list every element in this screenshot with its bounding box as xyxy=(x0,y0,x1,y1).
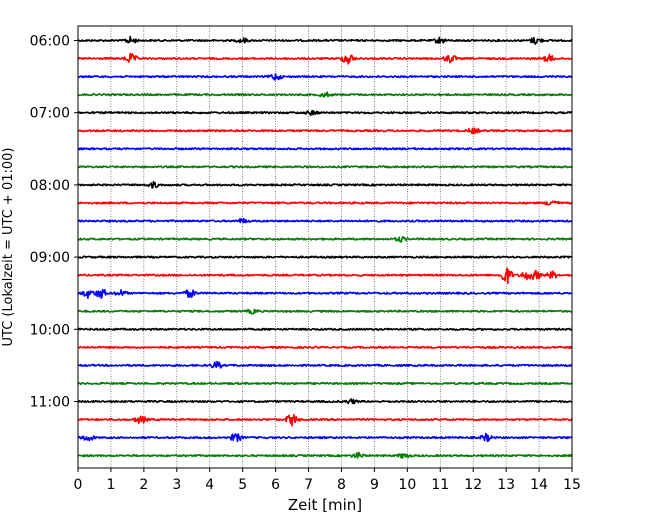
seismogram-trace xyxy=(77,35,573,45)
x-axis-label: Zeit [min] xyxy=(288,496,362,514)
x-tick-label: 3 xyxy=(172,477,181,493)
y-tick-label: 11:00 xyxy=(30,395,70,411)
y-tick-label: 07:00 xyxy=(30,106,70,122)
x-tick-label: 12 xyxy=(464,477,482,493)
seismogram-trace xyxy=(77,181,573,189)
x-axis: 0 1 2 3 4 5 6 7 8 9 10 11 12 13 14 15 xyxy=(74,468,581,493)
seismogram-trace xyxy=(77,236,573,243)
seismogram-trace xyxy=(77,398,573,405)
x-tick-label: 7 xyxy=(304,477,313,493)
x-gridlines xyxy=(110,26,540,468)
x-tick-label: 1 xyxy=(106,477,115,493)
seismogram-trace xyxy=(77,413,573,427)
x-tick-label: 5 xyxy=(238,477,247,493)
x-tick-label: 11 xyxy=(431,477,449,493)
y-tick-label: 10:00 xyxy=(30,322,70,338)
seismogram-trace xyxy=(77,255,573,259)
seismogram-trace xyxy=(77,327,573,331)
seismogram-trace xyxy=(77,345,573,349)
seismogram-trace xyxy=(77,73,573,81)
x-tick-label: 8 xyxy=(337,477,346,493)
seismogram-trace xyxy=(77,451,573,459)
seismogram-trace xyxy=(77,381,573,386)
seismogram-trace xyxy=(77,127,573,135)
x-tick-label: 4 xyxy=(205,477,214,493)
seismogram-trace xyxy=(77,267,573,285)
seismogram-trace xyxy=(77,165,573,169)
x-tick-label: 6 xyxy=(271,477,280,493)
y-tick-label: 09:00 xyxy=(30,250,70,266)
seismogram-trace xyxy=(77,308,573,315)
seismogram-trace xyxy=(77,288,573,299)
x-tick-label: 15 xyxy=(563,477,581,493)
x-tick-label: 9 xyxy=(370,477,379,493)
trace-group xyxy=(77,35,573,459)
seismogram-trace xyxy=(77,91,573,98)
x-tick-label: 0 xyxy=(74,477,83,493)
seismogram-trace xyxy=(77,200,573,206)
x-tick-label: 13 xyxy=(497,477,515,493)
y-tick-label: 06:00 xyxy=(30,34,70,50)
seismogram-trace xyxy=(77,52,573,65)
x-tick-label: 10 xyxy=(398,477,416,493)
y-axis-label: UTC (Lokalzeit = UTC + 01:00) xyxy=(1,148,16,347)
x-tick-label: 14 xyxy=(530,477,548,493)
seismogram-trace xyxy=(77,147,573,151)
plot-frame xyxy=(77,25,573,469)
y-tick-label: 08:00 xyxy=(30,178,70,194)
seismogram-trace xyxy=(77,432,573,443)
x-tick-label: 2 xyxy=(139,477,148,493)
seismogram-trace xyxy=(77,360,573,369)
y-axis: 06:00 07:00 08:00 09:00 10:00 11:00 xyxy=(30,34,78,411)
seismogram-trace xyxy=(77,109,573,117)
seismogram-trace xyxy=(77,217,573,224)
